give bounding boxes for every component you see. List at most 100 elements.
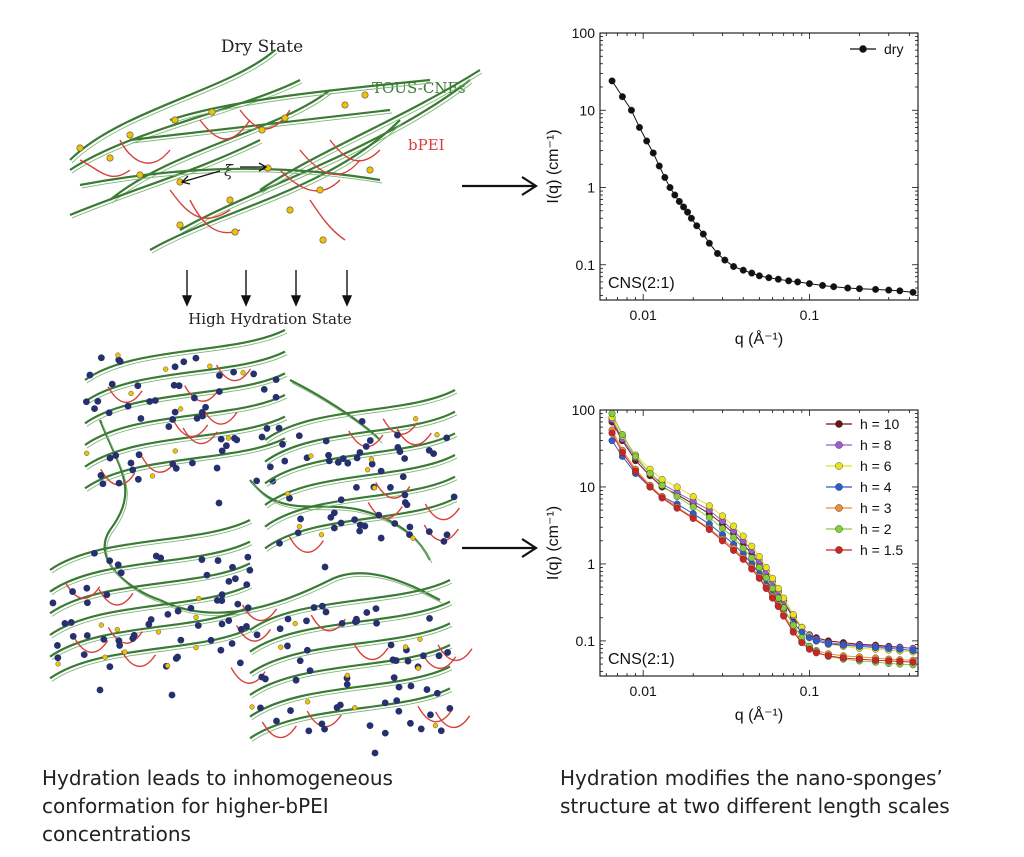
water-molecule <box>419 652 427 660</box>
cnf-fiber-edge <box>51 609 253 661</box>
water-molecule <box>423 686 431 693</box>
water-molecule <box>83 599 91 607</box>
data-point <box>705 502 713 510</box>
cnf-fiber-edge <box>86 440 288 492</box>
cnf-fiber <box>84 394 286 446</box>
crosslink-node <box>341 101 349 109</box>
plot-frame <box>599 32 919 301</box>
water-molecule <box>225 617 233 624</box>
water-molecule <box>228 640 236 647</box>
water-molecule <box>207 636 215 644</box>
series-line <box>611 413 914 666</box>
cnf-fiber-edge <box>251 669 453 721</box>
water-molecule <box>425 446 433 454</box>
data-point <box>739 532 747 540</box>
water-molecule <box>377 467 385 475</box>
data-point <box>618 449 626 457</box>
crosslink-node <box>410 535 416 541</box>
cnf-fiber <box>264 389 456 441</box>
water-molecule <box>171 408 179 416</box>
water-molecule <box>306 667 314 675</box>
crosslink-node <box>308 453 314 459</box>
water-molecule <box>170 381 178 389</box>
cnf-fiber-edge <box>266 479 458 531</box>
cnf-fiber <box>249 579 451 631</box>
water-molecule <box>373 619 380 627</box>
series-dry <box>608 77 917 296</box>
free-water-molecule <box>322 608 330 616</box>
sample-annotation: CNS(2:1) <box>608 275 675 292</box>
cnf-fiber <box>69 49 276 161</box>
bpei-chain <box>279 169 341 192</box>
water-molecule <box>86 371 94 379</box>
caption-left-line-3: concentrations <box>42 822 191 846</box>
water-molecule <box>237 625 245 633</box>
water-molecule <box>353 483 360 491</box>
water-molecule <box>292 676 300 684</box>
crosslink-node <box>231 228 239 236</box>
water-molecule <box>366 437 374 444</box>
cnf-fiber-edge <box>266 435 458 487</box>
crosslink-node <box>412 416 419 422</box>
water-molecule <box>433 689 441 697</box>
data-point <box>693 222 701 230</box>
xi-arrow <box>180 162 268 185</box>
water-molecule <box>351 516 359 524</box>
cnf-fiber-edge <box>266 414 458 466</box>
crosslink-node <box>102 654 108 660</box>
water-molecule <box>91 405 98 412</box>
bpei-chain <box>417 705 453 723</box>
caption-right-line-1: Hydration modifies the nano-sponges’ <box>560 766 943 790</box>
crosslink-node <box>114 626 120 633</box>
data-point <box>632 467 640 475</box>
cnf-fibers <box>69 49 483 254</box>
water-molecule <box>164 610 172 618</box>
series-line <box>611 429 914 661</box>
y-tick-label: 0.1 <box>576 257 596 273</box>
water-molecule <box>395 707 403 715</box>
data-point <box>730 522 738 530</box>
bpei-chain <box>288 536 324 553</box>
cnf-fiber <box>69 139 261 217</box>
cnf-fiber-edge <box>86 332 288 384</box>
y-tick-label: 1 <box>587 556 595 572</box>
water-molecule <box>284 642 291 650</box>
caption-left-line-2: conformation for higher-bPEI <box>42 794 329 818</box>
cnf-fiber-edge <box>131 112 393 144</box>
legend-marker <box>835 462 843 470</box>
water-molecule <box>69 632 77 640</box>
water-molecule <box>318 602 326 610</box>
crosslink-node <box>176 221 184 229</box>
water-molecule <box>106 557 114 565</box>
water-molecule <box>174 653 182 661</box>
data-point <box>658 476 666 484</box>
water-molecule <box>97 354 105 362</box>
data-point <box>730 534 738 542</box>
cnf-fiber <box>84 350 286 403</box>
legend-label: h = 6 <box>860 458 892 474</box>
data-point <box>646 483 654 491</box>
water-molecule <box>115 479 123 487</box>
data-point <box>689 503 697 511</box>
water-molecule <box>217 435 225 443</box>
data-point <box>608 77 616 85</box>
data-point <box>627 106 635 114</box>
legend-label: h = 1.5 <box>860 542 903 558</box>
bpei-chain <box>199 119 251 140</box>
crosslink-node <box>305 699 311 705</box>
data-point <box>739 266 747 274</box>
water-molecule <box>368 460 376 468</box>
water-molecule <box>236 659 244 667</box>
water-molecule <box>218 591 226 599</box>
bpei-chain <box>329 139 381 162</box>
crosslink-node <box>240 370 246 376</box>
data-point <box>608 410 616 418</box>
water-molecule <box>337 519 345 527</box>
water-molecule <box>67 619 75 626</box>
crosslink-node <box>432 722 439 729</box>
cnf-fiber-edge <box>71 82 303 174</box>
dry-state-label: Dry State <box>221 37 303 57</box>
water-molecule <box>356 527 364 535</box>
bpei-chain <box>396 428 432 446</box>
water-molecule <box>362 443 370 450</box>
